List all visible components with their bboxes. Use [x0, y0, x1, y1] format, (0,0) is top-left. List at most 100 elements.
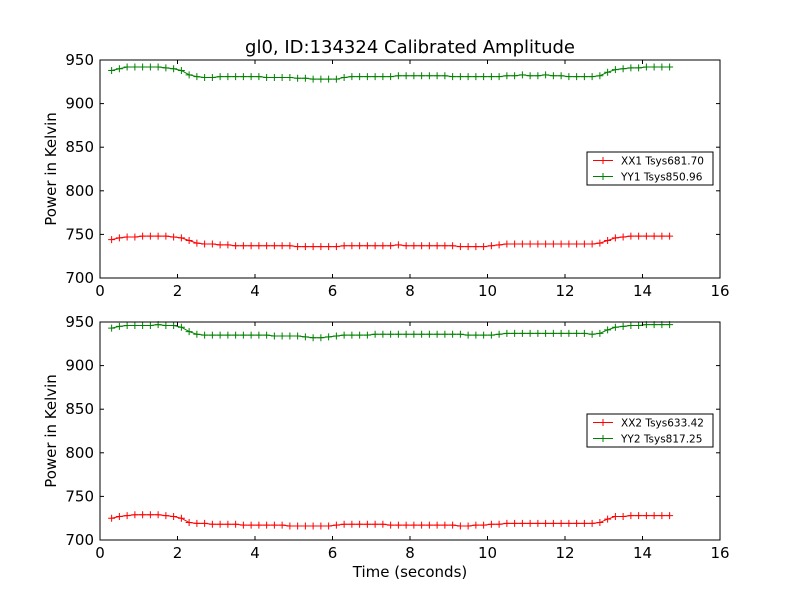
top-data-point — [371, 73, 379, 81]
top-data-point — [650, 63, 658, 71]
bottom-data-point — [139, 321, 147, 329]
bottom-data-point — [549, 329, 557, 337]
top-data-point — [526, 72, 534, 80]
top-data-point — [131, 63, 139, 71]
bottom-data-point — [565, 329, 573, 337]
top-data-point — [123, 233, 131, 241]
top-data-point — [115, 234, 123, 242]
bottom-data-point — [418, 521, 426, 529]
bottom-x-tick-label: 14 — [633, 544, 652, 562]
bottom-data-point — [441, 330, 449, 338]
top-data-point — [332, 243, 340, 251]
top-x-tick-label: 14 — [633, 282, 652, 300]
bottom-data-point — [565, 519, 573, 527]
bottom-data-point — [208, 520, 216, 528]
bottom-data-point — [317, 334, 325, 342]
top-data-point — [518, 71, 526, 79]
top-data-point — [371, 242, 379, 250]
bottom-data-point — [480, 521, 488, 529]
top-data-point — [557, 72, 565, 80]
bottom-data-point — [410, 330, 418, 338]
bottom-data-point — [635, 512, 643, 520]
bottom-data-point — [487, 520, 495, 528]
bottom-data-point — [170, 512, 178, 520]
bottom-data-point — [534, 329, 542, 337]
bottom-data-point — [278, 521, 286, 529]
bottom-data-point — [363, 331, 371, 339]
top-data-point — [201, 240, 209, 248]
bottom-data-point — [387, 330, 395, 338]
bottom-data-point — [596, 519, 604, 527]
bottom-data-point — [115, 512, 123, 520]
top-legend-box — [586, 151, 714, 186]
bottom-legend-marker — [599, 419, 607, 426]
top-data-point — [580, 73, 588, 81]
bottom-data-point — [239, 331, 247, 339]
bottom-data-point — [340, 331, 348, 339]
top-data-point — [619, 65, 627, 73]
top-x-tick-label: 6 — [328, 282, 338, 300]
top-data-point — [503, 72, 511, 80]
top-data-point — [340, 73, 348, 81]
top-x-tick-label: 0 — [95, 282, 105, 300]
top-data-point — [573, 240, 581, 248]
top-data-point — [216, 241, 224, 249]
top-data-point — [146, 63, 154, 71]
top-data-point — [286, 73, 294, 81]
bottom-data-point — [332, 521, 340, 529]
top-data-point — [534, 72, 542, 80]
top-data-point — [278, 242, 286, 250]
bottom-data-point — [503, 329, 511, 337]
bottom-data-point — [177, 323, 185, 331]
top-data-point — [441, 72, 449, 80]
bottom-data-point — [286, 332, 294, 340]
top-data-point — [201, 73, 209, 81]
top-data-point — [410, 72, 418, 80]
top-data-point — [402, 242, 410, 250]
top-legend-label: XX1 Tsys681.70 — [621, 156, 704, 168]
bottom-data-point — [340, 520, 348, 528]
bottom-legend-box — [586, 413, 714, 448]
bottom-data-point — [542, 329, 550, 337]
bottom-data-point — [255, 521, 263, 529]
top-data-point — [255, 242, 263, 250]
bottom-data-point — [123, 512, 131, 520]
top-data-point — [549, 240, 557, 248]
top-data-point — [348, 73, 356, 81]
top-legend-marker — [599, 173, 607, 180]
top-x-tick-label: 8 — [405, 282, 415, 300]
top-data-point — [177, 234, 185, 242]
bottom-data-point — [108, 324, 116, 332]
bottom-x-tick-label: 10 — [478, 544, 497, 562]
bottom-data-point — [495, 520, 503, 528]
top-data-point — [379, 73, 387, 81]
bottom-data-point — [123, 321, 131, 329]
top-data-point — [177, 66, 185, 74]
top-data-point — [356, 242, 364, 250]
bottom-data-point — [526, 519, 534, 527]
bottom-data-point — [573, 519, 581, 527]
top-data-point — [495, 73, 503, 81]
bottom-data-point — [348, 520, 356, 528]
top-data-point — [441, 242, 449, 250]
top-data-point — [402, 72, 410, 80]
top-data-point — [472, 243, 480, 251]
top-data-point — [619, 233, 627, 241]
bottom-x-tick-label: 0 — [95, 544, 105, 562]
top-data-point — [185, 71, 193, 79]
bottom-legend-item-2: YY2 Tsys817.25 — [593, 434, 702, 446]
top-data-point — [216, 73, 224, 81]
bottom-data-point — [294, 332, 302, 340]
bottom-data-point — [356, 331, 364, 339]
bottom-data-point — [232, 331, 240, 339]
top-data-point — [627, 232, 635, 240]
top-data-point — [425, 242, 433, 250]
top-data-point — [356, 73, 364, 81]
bottom-y-tick-label: 850 — [65, 400, 94, 418]
top-data-point — [495, 241, 503, 249]
bottom-data-point — [635, 321, 643, 329]
top-data-point — [487, 242, 495, 250]
top-data-point — [658, 63, 666, 71]
top-y-tick-label: 900 — [65, 95, 94, 113]
